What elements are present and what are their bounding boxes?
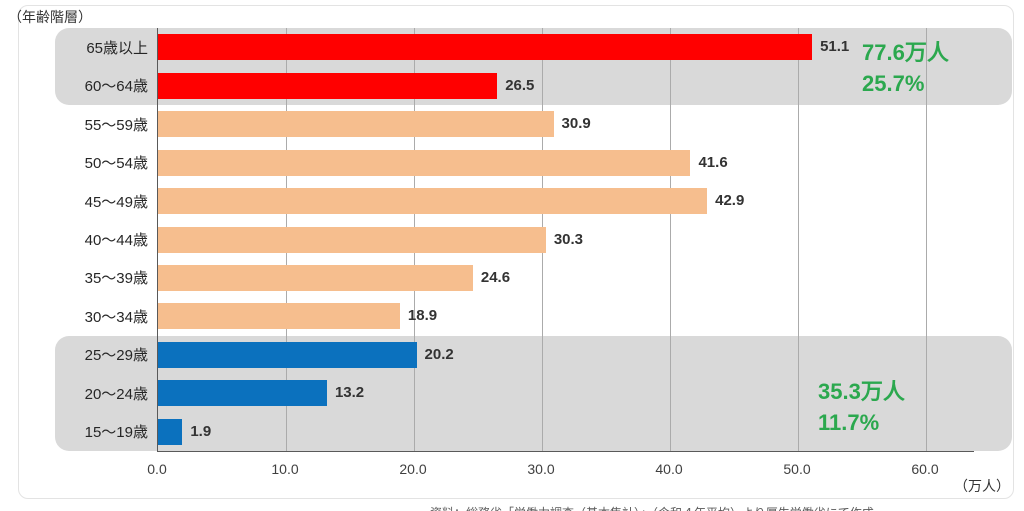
category-label: 50〜54歳 xyxy=(84,155,148,173)
bar-50〜54歳 xyxy=(158,149,691,176)
bar-value-label: 24.6 xyxy=(480,268,511,286)
bar-value-label: 42.9 xyxy=(715,192,745,210)
category-label: 65歳以上 xyxy=(86,39,148,57)
bar-40〜44歳 xyxy=(158,226,546,253)
bar-value-label: 18.9 xyxy=(407,307,438,325)
bar-value-label: 30.3 xyxy=(553,230,584,248)
x-tick-label: 30.0 xyxy=(527,461,555,477)
bar-20〜24歳 xyxy=(158,380,327,407)
category-label: 45〜49歳 xyxy=(84,193,148,211)
bar-value-label: 51.1 xyxy=(820,38,850,56)
bar-55〜59歳 xyxy=(158,111,554,138)
bar-65歳以上 xyxy=(158,34,813,61)
x-tick-label: 50.0 xyxy=(783,461,811,477)
bar-45〜49歳 xyxy=(158,188,708,215)
bar-35〜39歳 xyxy=(158,264,473,291)
bar-value-label: 20.2 xyxy=(424,345,454,363)
bar-value-label: 26.5 xyxy=(505,76,535,94)
bar-value-label: 30.9 xyxy=(561,115,591,133)
bar-25〜29歳 xyxy=(158,341,417,368)
category-label: 25〜29歳 xyxy=(84,347,148,365)
x-tick-label: 20.0 xyxy=(399,461,427,477)
category-label: 35〜39歳 xyxy=(84,270,148,288)
bar-value-label: 13.2 xyxy=(334,384,365,402)
y-axis-title: （年齢階層） xyxy=(8,9,92,25)
gridline xyxy=(797,28,799,451)
x-axis-unit-label: （万人） xyxy=(954,478,1010,494)
plot-area: 51.1 26.5 30.9 41.6 42.9 30.3 24.6 18.9 20.2 13.2… xyxy=(157,28,974,452)
category-label: 60〜64歳 xyxy=(84,78,148,96)
bar-60〜64歳 xyxy=(158,72,498,99)
annotation-share: 25.7% xyxy=(862,71,925,96)
category-label: 30〜34歳 xyxy=(84,308,148,326)
x-tick-label: 10.0 xyxy=(271,461,299,477)
gridline xyxy=(669,28,671,451)
x-tick-label: 40.0 xyxy=(655,461,683,477)
gridline xyxy=(925,28,927,451)
chart-frame xyxy=(18,5,1014,499)
category-label: 40〜44歳 xyxy=(84,231,148,249)
annotation-total: 35.3万人 xyxy=(818,379,905,404)
annotation-60-and-over: 77.6万人 25.7% xyxy=(862,37,949,99)
annotation-15-to-29: 35.3万人 11.7% xyxy=(818,376,905,438)
source-caption-clipped: 資料：総務省「労働力調査（基本集計）」（令和４年平均）より厚生労働省にて作成 xyxy=(430,504,874,511)
bar-value-label: 1.9 xyxy=(190,422,212,440)
annotation-total: 77.6万人 xyxy=(862,40,949,65)
bar-value-label: 41.6 xyxy=(698,153,728,171)
category-label: 15〜19歳 xyxy=(84,424,148,442)
bar-15〜19歳 xyxy=(158,418,183,445)
bar-30〜34歳 xyxy=(158,303,400,330)
category-label: 55〜59歳 xyxy=(84,116,148,134)
x-tick-label: 0.0 xyxy=(147,461,167,477)
annotation-share: 11.7% xyxy=(818,410,880,435)
category-label: 20〜24歳 xyxy=(84,385,148,403)
x-tick-label: 60.0 xyxy=(911,461,939,477)
